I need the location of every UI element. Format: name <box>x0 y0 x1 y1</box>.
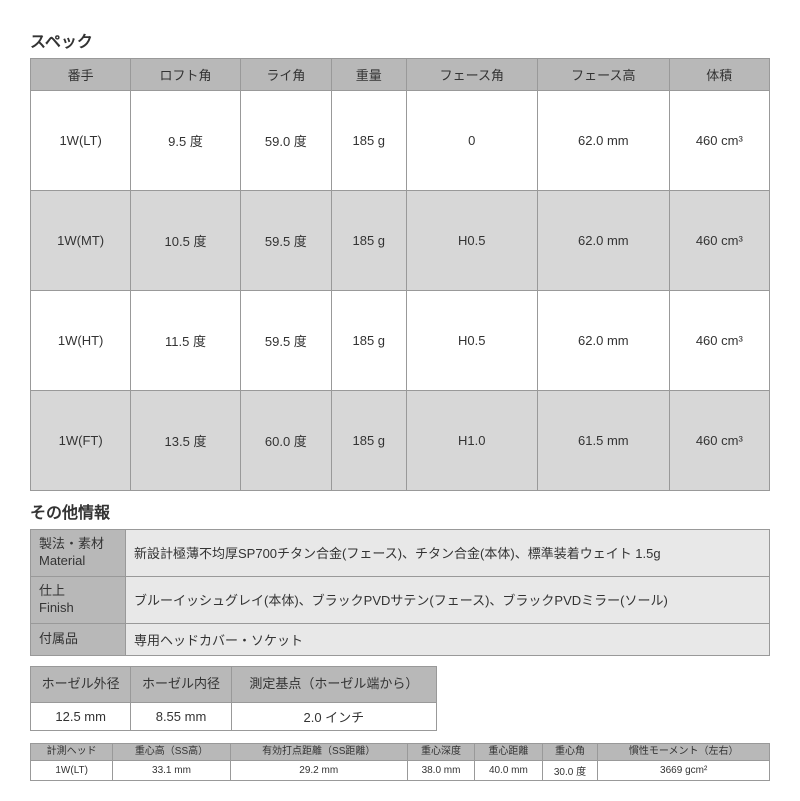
table-cell: 30.0 度 <box>542 760 598 780</box>
table-cell: 3669 gcm² <box>598 760 770 780</box>
info-row: 製法・素材Material新設計極薄不均厚SP700チタン合金(フェース)、チタ… <box>31 530 770 577</box>
table-row: 1W(FT)13.5 度60.0 度185 gH1.061.5 mm460 cm… <box>31 391 770 491</box>
spec-col: 重量 <box>332 59 407 91</box>
table-cell: 33.1 mm <box>113 760 230 780</box>
table-cell: 59.5 度 <box>240 191 331 291</box>
info-value: 専用ヘッドカバー・ソケット <box>126 623 770 655</box>
moi-col: 重心距離 <box>475 743 542 760</box>
table-cell: 2.0 インチ <box>231 702 436 730</box>
spec-col: フェース角 <box>406 59 538 91</box>
info-table: 製法・素材Material新設計極薄不均厚SP700チタン合金(フェース)、チタ… <box>30 529 770 656</box>
table-cell: 0 <box>406 91 538 191</box>
table-row: 1W(MT)10.5 度59.5 度185 gH0.562.0 mm460 cm… <box>31 191 770 291</box>
moi-col: 重心角 <box>542 743 598 760</box>
spec-col: ライ角 <box>240 59 331 91</box>
table-cell: 460 cm³ <box>669 91 769 191</box>
table-cell: 61.5 mm <box>538 391 670 491</box>
spec-title: スペック <box>30 28 770 52</box>
table-row: 12.5 mm8.55 mm2.0 インチ <box>31 702 437 730</box>
table-cell: 185 g <box>332 391 407 491</box>
hosel-col: ホーゼル内径 <box>131 666 231 702</box>
info-label: 製法・素材Material <box>31 530 126 577</box>
spec-col: フェース高 <box>538 59 670 91</box>
table-cell: 13.5 度 <box>131 391 240 491</box>
info-row: 付属品専用ヘッドカバー・ソケット <box>31 623 770 655</box>
table-cell: 12.5 mm <box>31 702 131 730</box>
info-value: ブルーイッシュグレイ(本体)、ブラックPVDサテン(フェース)、ブラックPVDミ… <box>126 576 770 623</box>
moi-col: 慣性モーメント（左右） <box>598 743 770 760</box>
table-row: 1W(LT)33.1 mm29.2 mm38.0 mm40.0 mm30.0 度… <box>31 760 770 780</box>
info-row: 仕上Finishブルーイッシュグレイ(本体)、ブラックPVDサテン(フェース)、… <box>31 576 770 623</box>
info-label: 仕上Finish <box>31 576 126 623</box>
table-cell: 9.5 度 <box>131 91 240 191</box>
table-cell: 62.0 mm <box>538 191 670 291</box>
table-cell: 11.5 度 <box>131 291 240 391</box>
table-cell: 1W(LT) <box>31 91 131 191</box>
moi-col: 有効打点距離（SS距離） <box>230 743 407 760</box>
table-cell: 460 cm³ <box>669 191 769 291</box>
spec-col: 番手 <box>31 59 131 91</box>
hosel-header-row: ホーゼル外径 ホーゼル内径 測定基点（ホーゼル端から） <box>31 666 437 702</box>
table-cell: H0.5 <box>406 291 538 391</box>
table-cell: 62.0 mm <box>538 291 670 391</box>
table-cell: 8.55 mm <box>131 702 231 730</box>
table-cell: 10.5 度 <box>131 191 240 291</box>
hosel-col: ホーゼル外径 <box>31 666 131 702</box>
table-cell: 460 cm³ <box>669 291 769 391</box>
table-cell: 1W(FT) <box>31 391 131 491</box>
table-cell: 185 g <box>332 91 407 191</box>
moi-col: 重心高（SS高） <box>113 743 230 760</box>
table-cell: 460 cm³ <box>669 391 769 491</box>
moi-col: 重心深度 <box>407 743 474 760</box>
table-cell: 40.0 mm <box>475 760 542 780</box>
spec-col: ロフト角 <box>131 59 240 91</box>
table-row: 1W(HT)11.5 度59.5 度185 gH0.562.0 mm460 cm… <box>31 291 770 391</box>
table-cell: 185 g <box>332 191 407 291</box>
table-cell: 1W(LT) <box>31 760 113 780</box>
table-cell: 1W(MT) <box>31 191 131 291</box>
table-cell: 29.2 mm <box>230 760 407 780</box>
table-row: 1W(LT)9.5 度59.0 度185 g062.0 mm460 cm³ <box>31 91 770 191</box>
table-cell: 62.0 mm <box>538 91 670 191</box>
spec-header-row: 番手 ロフト角 ライ角 重量 フェース角 フェース高 体積 <box>31 59 770 91</box>
table-cell: H1.0 <box>406 391 538 491</box>
moi-header-row: 計測ヘッド 重心高（SS高） 有効打点距離（SS距離） 重心深度 重心距離 重心… <box>31 743 770 760</box>
table-cell: 59.0 度 <box>240 91 331 191</box>
moi-col: 計測ヘッド <box>31 743 113 760</box>
table-cell: 59.5 度 <box>240 291 331 391</box>
table-cell: 38.0 mm <box>407 760 474 780</box>
spec-col: 体積 <box>669 59 769 91</box>
moi-table: 計測ヘッド 重心高（SS高） 有効打点距離（SS距離） 重心深度 重心距離 重心… <box>30 743 770 781</box>
spec-table: 番手 ロフト角 ライ角 重量 フェース角 フェース高 体積 1W(LT)9.5 … <box>30 58 770 491</box>
table-cell: 1W(HT) <box>31 291 131 391</box>
info-label: 付属品 <box>31 623 126 655</box>
info-value: 新設計極薄不均厚SP700チタン合金(フェース)、チタン合金(本体)、標準装着ウ… <box>126 530 770 577</box>
hosel-table: ホーゼル外径 ホーゼル内径 測定基点（ホーゼル端から） 12.5 mm8.55 … <box>30 666 437 731</box>
hosel-col: 測定基点（ホーゼル端から） <box>231 666 436 702</box>
table-cell: H0.5 <box>406 191 538 291</box>
table-cell: 60.0 度 <box>240 391 331 491</box>
other-title: その他情報 <box>30 499 770 523</box>
table-cell: 185 g <box>332 291 407 391</box>
